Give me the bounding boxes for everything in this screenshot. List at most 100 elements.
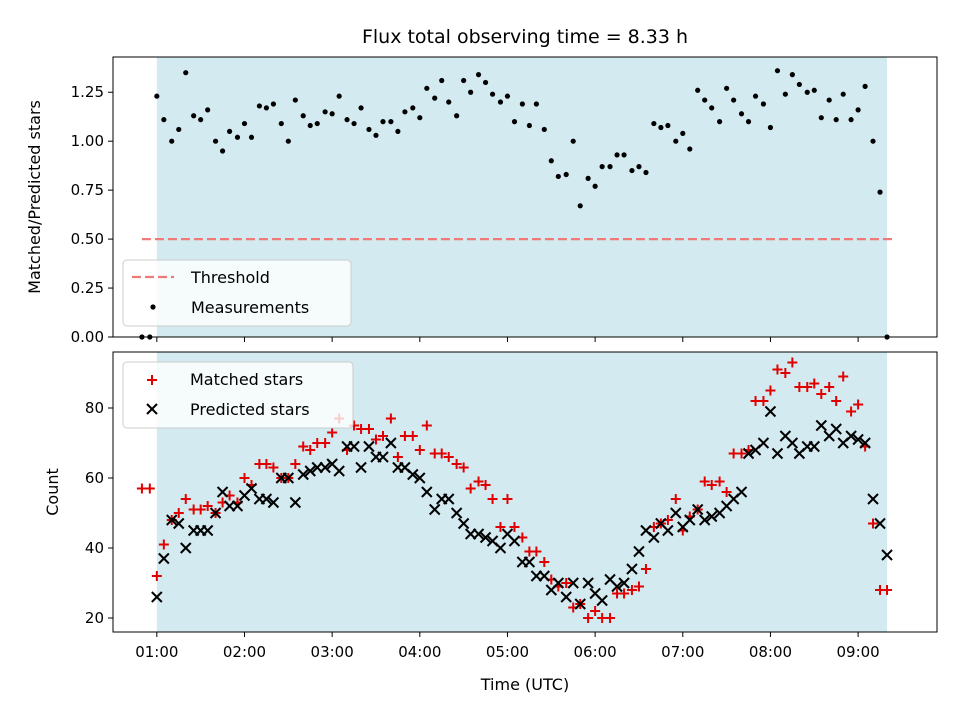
measurement-point [687, 146, 693, 152]
measurement-point [826, 97, 832, 103]
matched-star-point [385, 413, 396, 424]
matched-star-point [305, 445, 316, 455]
measurement-point [263, 105, 270, 111]
measurement-point [300, 113, 306, 119]
y-tick-label: 1.00 [71, 132, 104, 150]
predicted-star-point [457, 517, 470, 530]
matched-star-point [882, 585, 893, 595]
matched-star-point [831, 396, 842, 406]
predicted-star-point [523, 556, 536, 568]
matched-star-point [144, 483, 155, 494]
matched-star-point [158, 539, 169, 550]
legend: Threshold Measurements [122, 259, 352, 327]
y-tick-label: 80 [85, 399, 104, 417]
measurement-point [680, 130, 686, 136]
measurement-point [468, 89, 474, 95]
predicted-star-point [815, 419, 827, 432]
measurement-point [848, 117, 854, 123]
measurement-point [314, 120, 320, 127]
x-tick-label: 06:00 [574, 643, 617, 661]
measurement-point [541, 126, 547, 133]
matched-star-point [327, 427, 338, 438]
matched-star-point [787, 357, 798, 368]
measurement-point [241, 120, 248, 127]
matched-star-point [706, 480, 717, 490]
matched-star-point [458, 462, 469, 473]
measurement-point [475, 72, 482, 78]
y-tick-label: 0.00 [71, 328, 104, 346]
measurement-point [432, 95, 438, 101]
measurement-point [533, 101, 539, 107]
predicted-star-point [662, 524, 674, 537]
predicted-star-point [319, 461, 331, 474]
predicted-star-point [859, 437, 871, 449]
predicted-star-point [260, 493, 273, 505]
measurement-point [695, 87, 701, 93]
predicted-star-point [282, 472, 295, 484]
matched-star-point [838, 371, 849, 382]
predicted-star-point [289, 496, 302, 509]
x-tick-label: 07:00 [661, 643, 704, 661]
predicted-star-point [216, 486, 229, 498]
plot-frame [112, 351, 938, 633]
predicted-star-point [450, 507, 463, 519]
predicted-star-point [158, 552, 170, 565]
measurement-point [724, 85, 730, 91]
predicted-star-point [618, 577, 630, 589]
predicted-star-point [852, 433, 864, 446]
predicted-star-point [538, 570, 550, 582]
predicted-star-point [698, 514, 711, 526]
measurement-point [336, 93, 342, 99]
x-tick-label: 05:00 [486, 643, 529, 661]
matched-star-point [816, 389, 827, 399]
measurement-point [482, 79, 489, 86]
legend-box [122, 361, 354, 429]
matched-star-point [421, 420, 432, 431]
predicted-star-point [385, 437, 397, 449]
measurement-point [424, 85, 430, 91]
measurement-point [489, 91, 496, 97]
y-tick-label: 60 [85, 469, 104, 487]
measurement-point [278, 120, 284, 127]
measurement-point [205, 107, 211, 113]
matched-star-point [539, 557, 550, 567]
matched-star-point [626, 585, 637, 595]
predicted-star-point [377, 451, 389, 463]
matched-star-point [320, 438, 331, 448]
predicted-star-point [881, 549, 893, 561]
matched-star-point [173, 508, 184, 518]
top-y-axis-label: Matched/Predicted stars [25, 100, 44, 294]
series-predicted-stars [151, 405, 893, 610]
measurement-point [767, 124, 774, 131]
legend-label: Measurements [191, 298, 309, 317]
matched-star-point [473, 476, 484, 487]
measurement-point [673, 138, 679, 144]
predicted-star-point [626, 563, 638, 575]
measurement-point [526, 122, 532, 129]
matched-star-point [758, 396, 769, 406]
measurement-point [585, 175, 591, 181]
predicted-star-point [429, 503, 441, 516]
predicted-star-point [574, 598, 586, 610]
x-tick-label: 01:00 [135, 643, 178, 661]
predicted-star-point [494, 542, 507, 554]
predicted-star-point [567, 577, 579, 589]
measurement-point [504, 93, 511, 99]
matched-star-point [868, 518, 879, 529]
predicted-star-point [560, 591, 572, 603]
matched-star-point [509, 522, 520, 532]
predicted-star-point [684, 514, 696, 526]
predicted-star-point [472, 528, 485, 540]
measurement-point [270, 101, 277, 107]
measurement-point [519, 101, 525, 107]
matched-star-point [699, 476, 710, 487]
measurement-point [577, 203, 583, 209]
predicted-star-point [231, 500, 244, 512]
measurement-point [818, 115, 824, 121]
measurement-point [402, 109, 408, 115]
measurement-point [774, 68, 781, 74]
series-measurements [139, 68, 890, 340]
matched-star-point [780, 368, 791, 378]
predicted-star-point [582, 577, 594, 589]
measurement-point [607, 164, 613, 170]
